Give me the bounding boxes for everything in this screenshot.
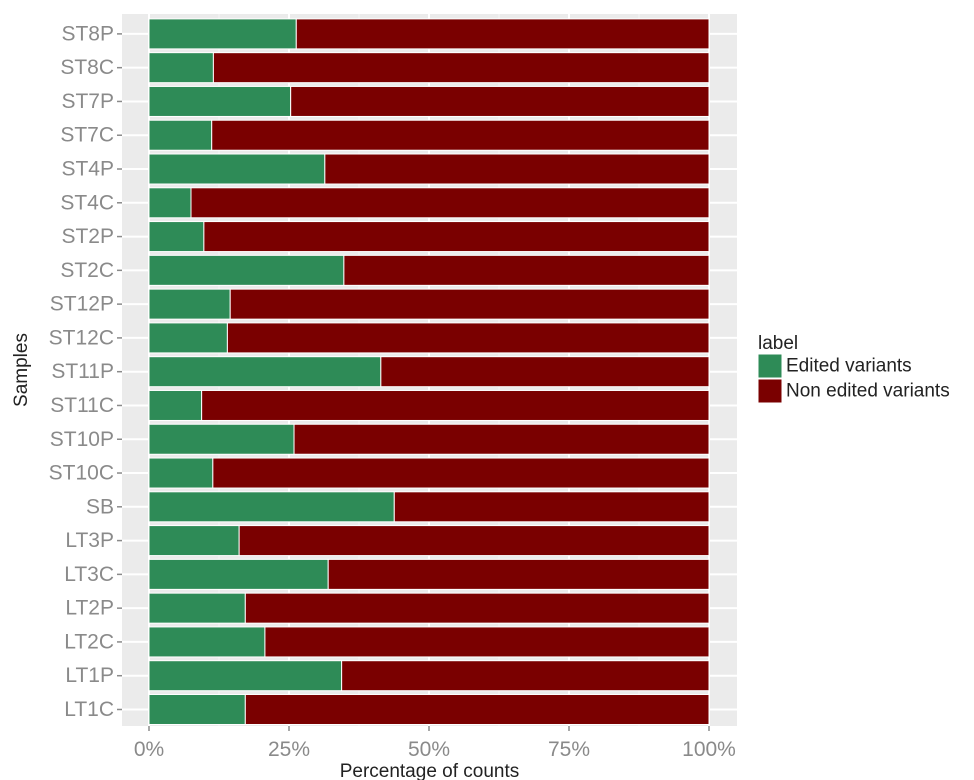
bar-ST11C-edited [148, 389, 203, 421]
bar-ST4C-edited [148, 187, 192, 219]
y-tick-label: ST11C [50, 394, 114, 417]
bar-ST11C-non-edited [201, 389, 710, 421]
y-tick-label: ST11P [51, 360, 114, 383]
legend-label: Edited variants [786, 356, 912, 377]
y-tick-label: ST12P [50, 293, 114, 316]
bar-LT2P-non-edited [244, 592, 710, 624]
bar-ST8C-edited [148, 52, 214, 84]
legend-key-edited [757, 353, 783, 379]
y-tick-label: LT2P [65, 597, 114, 620]
bar-ST12P-non-edited [229, 288, 710, 320]
x-axis-title: Percentage of counts [340, 761, 520, 780]
legend-key-non-edited [757, 378, 783, 404]
y-tick-label: SB [86, 495, 114, 518]
y-axis-ticks: ST8P ST8C ST7P ST7C ST4P ST4C ST2P ST2C ST12P ST1… [49, 22, 122, 721]
x-tick-label: 25% [268, 738, 310, 761]
bar-ST7C-edited [148, 119, 213, 151]
bar-LT3C-non-edited [327, 558, 710, 590]
bar-LT3C-edited [148, 558, 329, 590]
y-tick-label: ST8P [61, 22, 114, 45]
bar-LT3P-edited [148, 525, 240, 557]
y-tick-label: ST2P [61, 225, 114, 248]
bar-ST12C-non-edited [226, 322, 710, 354]
y-tick-label: LT2C [64, 630, 114, 653]
bar-ST8P-non-edited [295, 18, 710, 50]
legend-title: label [758, 333, 798, 354]
y-tick-label: ST4P [61, 158, 114, 181]
y-tick-label: ST2C [60, 259, 114, 282]
bar-ST10C-non-edited [212, 457, 710, 489]
bar-ST12P-edited [148, 288, 231, 320]
bar-ST10P-non-edited [293, 423, 710, 455]
legend-label: Non edited variants [786, 381, 950, 402]
bar-ST7P-non-edited [290, 85, 710, 117]
bar-LT1C-edited [148, 693, 246, 725]
bar-ST4P-edited [148, 153, 326, 185]
y-axis-title: Samples [11, 333, 32, 407]
y-tick-label: ST4C [60, 191, 114, 214]
y-tick-label: LT3P [65, 529, 114, 552]
x-tick-label: 100% [682, 738, 736, 761]
bar-ST2P-edited [148, 221, 205, 253]
bar-SB-edited [148, 491, 395, 523]
y-tick-label: ST10P [50, 428, 114, 451]
bar-LT2C-non-edited [264, 626, 710, 658]
x-tick-label: 50% [408, 738, 450, 761]
y-tick-label: ST8C [60, 56, 114, 79]
bar-ST8C-non-edited [212, 52, 710, 84]
y-tick-label: ST10C [49, 462, 114, 485]
bar-ST11P-non-edited [380, 356, 710, 388]
bar-ST2C-edited [148, 254, 345, 286]
bar-ST2C-non-edited [343, 254, 710, 286]
y-tick-label: ST7C [60, 124, 114, 147]
bar-ST11P-edited [148, 356, 382, 388]
x-tick-label: 0% [134, 738, 164, 761]
legend: label Edited variants Non edited variants [757, 333, 950, 404]
bar-SB-non-edited [393, 491, 710, 523]
bar-ST2P-non-edited [203, 221, 710, 253]
bar-LT1P-non-edited [341, 660, 710, 692]
bars [148, 18, 710, 725]
bar-ST8P-edited [148, 18, 297, 50]
x-axis-ticks: 0% 25% 50% 75% 100% [134, 726, 736, 761]
bar-ST4P-non-edited [324, 153, 710, 185]
y-tick-label: LT1P [65, 664, 114, 687]
y-tick-label: LT1C [64, 698, 114, 721]
y-tick-label: LT3C [64, 563, 114, 586]
bar-ST7C-non-edited [211, 119, 710, 151]
bar-ST4C-non-edited [190, 187, 710, 219]
y-tick-label: ST12C [49, 326, 114, 349]
bar-LT1P-edited [148, 660, 343, 692]
bar-ST7P-edited [148, 85, 292, 117]
bar-ST10C-edited [148, 457, 214, 489]
bar-LT2C-edited [148, 626, 266, 658]
bar-LT2P-edited [148, 592, 246, 624]
bar-LT1C-non-edited [244, 693, 710, 725]
bar-ST12C-edited [148, 322, 228, 354]
y-tick-label: ST7P [61, 90, 114, 113]
bar-ST10P-edited [148, 423, 295, 455]
bar-LT3P-non-edited [238, 525, 710, 557]
x-tick-label: 75% [548, 738, 590, 761]
